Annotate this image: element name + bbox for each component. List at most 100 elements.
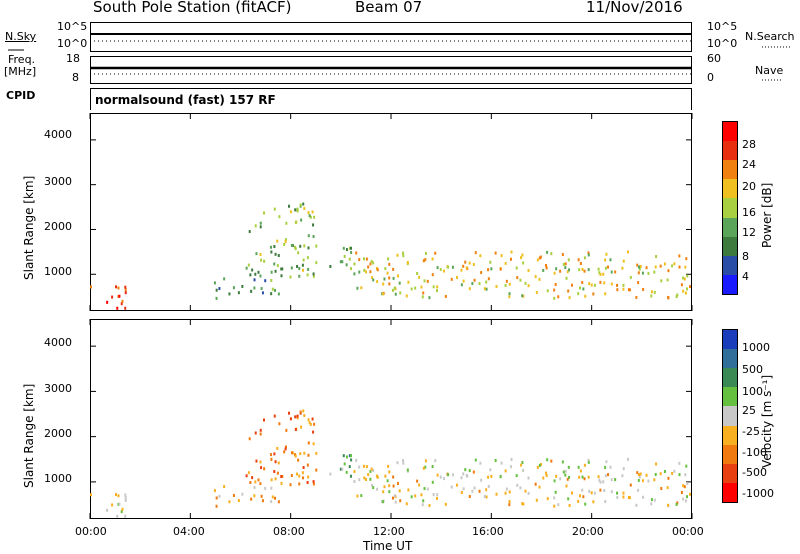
- power-cell: [274, 252, 277, 256]
- power-cell: [298, 266, 301, 270]
- power-cell: [302, 258, 305, 262]
- velocity-cbtick-neg25: -25: [742, 425, 760, 438]
- velocity-cell: [671, 471, 674, 475]
- velocity-cell: [614, 478, 617, 482]
- power-cbtick-28: 28: [742, 138, 756, 151]
- velocity-cell: [546, 497, 549, 501]
- velocity-cell: [277, 500, 280, 504]
- velocity-cell: [300, 425, 303, 429]
- power-cell: [106, 300, 109, 304]
- velocity-cell: [241, 492, 244, 496]
- velocity-cell: [345, 470, 348, 474]
- nsky-panel: [90, 22, 692, 52]
- power-cell: [259, 253, 262, 257]
- power-cell: [428, 296, 431, 300]
- power-cbtick-12: 12: [742, 226, 756, 239]
- velocity-cell: [499, 475, 502, 479]
- power-cell: [341, 260, 344, 264]
- velocity-cell: [436, 473, 439, 477]
- velocity-cell: [259, 482, 262, 486]
- power-cell: [370, 260, 373, 264]
- velocity-cell: [388, 484, 391, 488]
- power-cell: [587, 251, 590, 255]
- power-cell: [259, 225, 262, 229]
- power-cell: [114, 285, 117, 289]
- power-cell: [577, 258, 580, 262]
- velocity-cell: [124, 498, 127, 502]
- velocity-cell: [546, 458, 549, 462]
- power-cell: [241, 284, 244, 288]
- velocity-cell: [393, 494, 396, 498]
- power-cell: [443, 269, 446, 273]
- velocity-cell: [264, 486, 267, 490]
- power-cell: [581, 267, 584, 271]
- velocity-cell: [289, 483, 292, 487]
- velocity-cell: [555, 474, 558, 478]
- power-cell: [296, 207, 299, 211]
- velocity-cell: [306, 481, 309, 485]
- power-cell: [550, 252, 553, 256]
- power-cell: [90, 285, 93, 289]
- power-cell: [639, 264, 642, 268]
- velocity-cell: [604, 500, 607, 504]
- power-cell: [568, 296, 571, 300]
- velocity-cell: [527, 476, 530, 480]
- velocity-cell: [263, 418, 266, 422]
- velocity-cell: [348, 465, 351, 469]
- power-cell: [402, 251, 405, 255]
- power-cell: [487, 268, 490, 272]
- power-cell: [294, 208, 297, 212]
- power-cell: [422, 259, 425, 263]
- power-cell: [663, 262, 666, 266]
- velocity-cell: [604, 465, 607, 469]
- velocity-cell: [384, 474, 387, 478]
- power-cell: [544, 264, 547, 268]
- velocity-cell: [587, 458, 590, 462]
- power-cell: [568, 268, 571, 272]
- power-cell: [642, 287, 645, 291]
- velocity-cell: [568, 475, 571, 479]
- power-cell: [307, 267, 310, 271]
- velocity-cell: [376, 487, 379, 491]
- velocity-cell: [622, 491, 625, 495]
- power-ytick-3000: 3000: [44, 175, 72, 188]
- velocity-cell: [562, 470, 565, 474]
- power-cell: [261, 291, 264, 295]
- velocity-cell: [428, 504, 431, 508]
- power-cell: [383, 277, 386, 281]
- power-cell: [394, 292, 397, 296]
- velocity-cell: [259, 460, 262, 464]
- power-cell: [682, 289, 685, 293]
- power-cell: [527, 269, 530, 273]
- velocity-cell: [684, 499, 687, 503]
- power-cell: [653, 290, 656, 294]
- power-cell: [396, 253, 399, 257]
- power-cell: [387, 257, 390, 261]
- velocity-ytick-3000: 3000: [44, 382, 72, 395]
- velocity-cell: [273, 452, 276, 456]
- velocity-cell: [120, 510, 123, 514]
- power-cell: [659, 264, 662, 268]
- power-cell: [273, 245, 276, 249]
- power-cell: [671, 264, 674, 268]
- velocity-cell: [545, 474, 548, 478]
- power-cell: [604, 266, 607, 270]
- velocity-cell: [581, 488, 584, 492]
- velocity-cell: [471, 489, 474, 493]
- velocity-cell: [369, 469, 372, 473]
- velocity-cell: [500, 461, 503, 465]
- power-cell: [616, 283, 619, 287]
- power-cell: [474, 251, 477, 255]
- power-cell: [355, 251, 358, 255]
- power-colorbar-swatch-2: [723, 160, 737, 180]
- nsearch-tick-bottom: 10^0: [707, 37, 738, 50]
- power-cell: [539, 255, 542, 259]
- velocity-cbtick-25: 25: [742, 404, 756, 417]
- power-cell: [399, 291, 402, 295]
- velocity-cell: [388, 470, 391, 474]
- power-cell: [303, 207, 306, 211]
- power-cell: [660, 279, 663, 283]
- xtick-6: 00:00: [672, 525, 704, 538]
- power-cell: [294, 247, 297, 251]
- power-cell: [462, 264, 465, 268]
